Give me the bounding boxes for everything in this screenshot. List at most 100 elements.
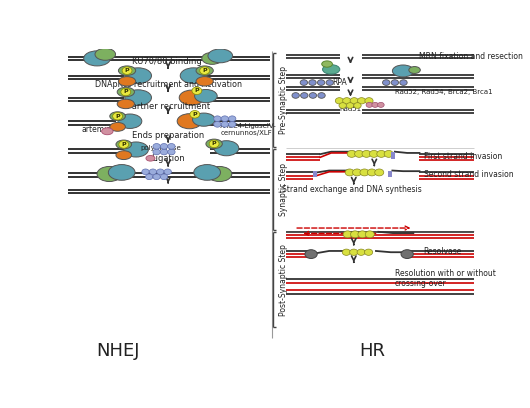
Circle shape — [160, 144, 167, 149]
Circle shape — [190, 111, 200, 118]
Circle shape — [209, 140, 219, 148]
Text: NHEJ: NHEJ — [96, 342, 139, 360]
Text: DNApKcs recruitment and Activation: DNApKcs recruitment and Activation — [95, 80, 242, 89]
Circle shape — [391, 80, 399, 85]
Text: Ends preparation: Ends preparation — [132, 131, 204, 140]
Text: MRN fixation and resection: MRN fixation and resection — [420, 52, 523, 61]
Circle shape — [365, 249, 373, 255]
Text: Strand exchange and DNA synthesis: Strand exchange and DNA synthesis — [282, 185, 421, 194]
Circle shape — [326, 80, 333, 85]
Circle shape — [153, 149, 160, 155]
Ellipse shape — [117, 87, 135, 97]
Circle shape — [372, 102, 378, 107]
Text: Ligation: Ligation — [151, 154, 185, 164]
Text: MRN: MRN — [324, 67, 338, 72]
Circle shape — [146, 174, 153, 180]
Circle shape — [157, 169, 164, 175]
Text: Rad51: Rad51 — [340, 106, 362, 112]
Ellipse shape — [214, 141, 238, 156]
Circle shape — [309, 80, 316, 85]
Circle shape — [309, 93, 316, 98]
Circle shape — [228, 116, 236, 122]
Ellipse shape — [322, 61, 332, 67]
Circle shape — [153, 144, 160, 149]
Ellipse shape — [146, 155, 155, 161]
Circle shape — [347, 151, 356, 157]
Circle shape — [318, 93, 325, 98]
Circle shape — [343, 231, 352, 238]
Ellipse shape — [123, 142, 148, 157]
Ellipse shape — [206, 139, 223, 149]
Ellipse shape — [409, 67, 420, 73]
Text: First strand invasion: First strand invasion — [423, 152, 502, 161]
Circle shape — [300, 80, 307, 85]
Ellipse shape — [102, 128, 113, 135]
Ellipse shape — [97, 166, 122, 182]
Circle shape — [347, 103, 354, 109]
Text: Synaptic Step: Synaptic Step — [279, 163, 288, 216]
Circle shape — [160, 149, 167, 155]
Circle shape — [121, 88, 131, 96]
Text: P: P — [195, 88, 199, 93]
Text: XRCC4-LigaseIV-
cernunnos/XLF: XRCC4-LigaseIV- cernunnos/XLF — [220, 123, 277, 136]
Ellipse shape — [192, 113, 215, 126]
Circle shape — [221, 116, 228, 122]
Circle shape — [375, 169, 384, 176]
Ellipse shape — [118, 66, 136, 75]
Circle shape — [350, 249, 358, 255]
Circle shape — [377, 151, 386, 157]
Circle shape — [153, 174, 160, 180]
Text: P: P — [212, 141, 216, 146]
Text: Resolvase: Resolvase — [423, 247, 461, 256]
Ellipse shape — [116, 151, 131, 160]
Ellipse shape — [323, 64, 340, 74]
Ellipse shape — [108, 164, 135, 180]
Text: Second strand invasion: Second strand invasion — [423, 170, 513, 179]
Text: HR: HR — [359, 342, 385, 360]
Circle shape — [160, 174, 167, 180]
Circle shape — [113, 113, 122, 120]
Circle shape — [366, 102, 373, 107]
Circle shape — [352, 169, 361, 176]
Text: Rad52, Rad54, Brca2, Brca1: Rad52, Rad54, Brca2, Brca1 — [395, 89, 492, 95]
Text: P: P — [121, 142, 126, 147]
Circle shape — [200, 67, 209, 74]
Ellipse shape — [95, 48, 116, 60]
Circle shape — [119, 141, 129, 148]
Circle shape — [350, 98, 358, 104]
Ellipse shape — [180, 68, 207, 84]
Text: Post-Synaptic Step: Post-Synaptic Step — [279, 244, 288, 316]
Circle shape — [365, 231, 374, 238]
Circle shape — [360, 169, 369, 176]
Ellipse shape — [118, 114, 142, 129]
Ellipse shape — [125, 90, 152, 106]
Ellipse shape — [401, 250, 413, 259]
Circle shape — [377, 102, 384, 107]
Circle shape — [122, 67, 132, 74]
Ellipse shape — [195, 89, 217, 103]
Text: P: P — [123, 89, 128, 95]
Circle shape — [221, 122, 228, 127]
Circle shape — [292, 93, 299, 98]
Text: Partner recruitment: Partner recruitment — [127, 102, 210, 111]
Circle shape — [369, 151, 378, 157]
Circle shape — [400, 80, 407, 85]
Circle shape — [167, 144, 175, 149]
Circle shape — [214, 122, 221, 127]
Ellipse shape — [305, 250, 317, 259]
Circle shape — [335, 98, 343, 104]
Text: RPA: RPA — [332, 78, 347, 87]
Circle shape — [164, 169, 171, 175]
Circle shape — [192, 87, 202, 95]
Text: artemis: artemis — [81, 125, 111, 134]
Circle shape — [149, 169, 157, 175]
Ellipse shape — [84, 51, 110, 66]
Circle shape — [358, 231, 367, 238]
Circle shape — [342, 249, 350, 255]
Ellipse shape — [125, 68, 152, 84]
Text: P: P — [192, 112, 197, 117]
Ellipse shape — [207, 166, 232, 182]
Ellipse shape — [194, 164, 220, 180]
Circle shape — [317, 80, 325, 85]
Text: P: P — [125, 68, 129, 73]
